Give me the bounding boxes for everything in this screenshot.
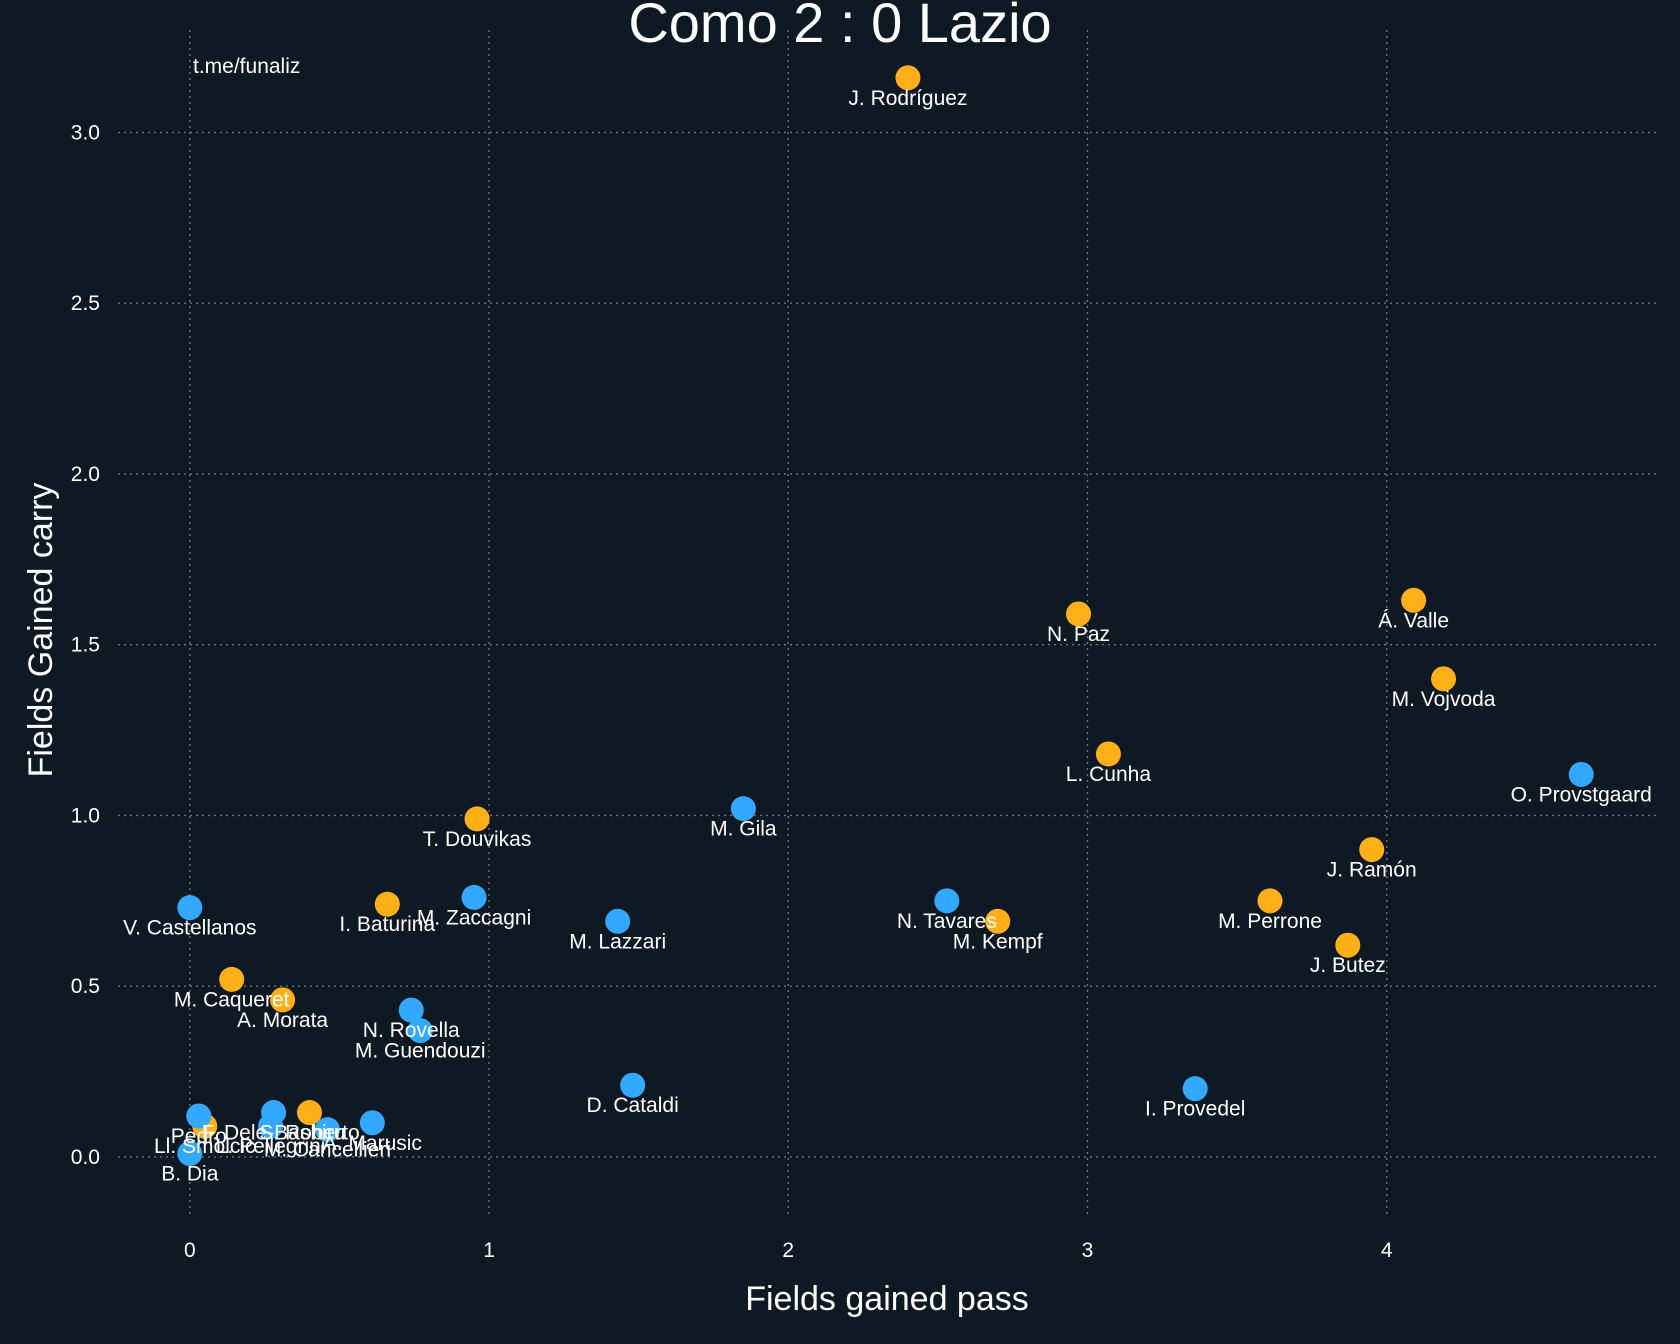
y-tick-label: 3.0 xyxy=(71,121,100,144)
point-label: B. Dia xyxy=(161,1163,219,1186)
point-label: O. Provstgaard xyxy=(1511,783,1652,806)
y-tick-label: 1.5 xyxy=(71,634,100,657)
point-label: M. Perrone xyxy=(1218,910,1322,933)
scatter-point xyxy=(620,1072,646,1098)
point-label: Á. Valle xyxy=(1378,609,1449,632)
scatter-point xyxy=(1335,932,1361,958)
point-label: Ll. Smolcic xyxy=(154,1135,256,1158)
point-label: I. Baturina xyxy=(339,913,435,936)
y-tick-labels: 0.0 0.5 1.0 1.5 2.0 2.5 3.0 xyxy=(71,121,100,1168)
scatter-point xyxy=(314,1117,340,1143)
scatter-point xyxy=(297,1100,323,1126)
point-label: S. Roberto xyxy=(259,1122,359,1145)
point-label: M. Zaccagni xyxy=(417,906,531,929)
y-tick-label: 0.0 xyxy=(71,1146,100,1169)
point-label: N. Tavares xyxy=(897,910,997,933)
scatter-point xyxy=(464,806,490,832)
point-label: J. Rodríguez xyxy=(848,87,967,110)
point-label: L. Cunha xyxy=(1066,763,1152,786)
scatter-point xyxy=(730,796,756,822)
scatter-point xyxy=(177,895,203,921)
point-label: I. Provedel xyxy=(1145,1098,1245,1121)
scatter-point xyxy=(1359,837,1385,863)
x-tick-label: 1 xyxy=(483,1239,495,1262)
point-label: N. Paz xyxy=(1047,623,1110,646)
point-label: V. Castellanos xyxy=(123,917,256,940)
scatter-point xyxy=(219,966,245,992)
scatter-point xyxy=(1182,1076,1208,1102)
point-label: N. Rovella xyxy=(363,1019,460,1042)
watermark-text: t.me/funaliz xyxy=(193,55,300,78)
scatter-point xyxy=(605,908,631,934)
x-axis-label: Fields gained pass xyxy=(745,1280,1029,1318)
scatter-point xyxy=(895,65,921,91)
x-tick-label: 2 xyxy=(782,1239,794,1262)
scatter-point xyxy=(177,1141,203,1167)
scatter-point xyxy=(374,891,400,917)
x-tick-label: 0 xyxy=(184,1239,196,1262)
point-label: M. Gila xyxy=(710,818,777,841)
scatter-point xyxy=(258,1113,284,1139)
scatter-point xyxy=(398,997,424,1023)
scatter-point xyxy=(407,1018,433,1044)
scatter-point xyxy=(461,884,487,910)
scatter-point xyxy=(1401,587,1427,613)
scatter-point xyxy=(270,987,296,1013)
point-label: J. Butez xyxy=(1310,954,1386,977)
chart-title: Como 2 : 0 Lazio xyxy=(628,0,1051,54)
scatter-point xyxy=(1431,666,1457,692)
scatter-point xyxy=(1257,888,1283,914)
point-label: F. Dele-Bashiru xyxy=(202,1122,346,1145)
scatter-point xyxy=(186,1103,212,1129)
grid xyxy=(118,30,1656,1215)
y-tick-label: 2.5 xyxy=(71,292,100,315)
point-label: M. Caqueret xyxy=(174,988,290,1011)
point-label: Pedro xyxy=(171,1125,227,1148)
y-tick-label: 0.5 xyxy=(71,975,100,998)
scatter-point xyxy=(1066,601,1092,627)
point-label: M. Vojvoda xyxy=(1392,688,1496,711)
point-label: J. Ramón xyxy=(1327,859,1417,882)
x-tick-label: 3 xyxy=(1082,1239,1094,1262)
data-points xyxy=(177,65,1594,1167)
point-label: L. Pellegrini xyxy=(216,1135,326,1158)
point-label: A. Marusic xyxy=(323,1132,422,1155)
point-label: A. Morata xyxy=(237,1009,328,1032)
scatter-point xyxy=(934,888,960,914)
x-tick-labels: 0 1 2 3 4 xyxy=(184,1239,1393,1262)
y-tick-label: 2.0 xyxy=(71,463,100,486)
scatter-point xyxy=(1568,761,1594,787)
point-labels: J. Rodríguez N. Paz Á. Valle M. Vojvoda L. C… xyxy=(123,87,1652,1186)
point-label: M. Cancellieri xyxy=(264,1139,391,1162)
point-label: M. Guendouzi xyxy=(355,1040,486,1063)
point-label: T. Douvikas xyxy=(423,828,532,851)
x-tick-label: 4 xyxy=(1381,1239,1393,1262)
point-label: M. Kempf xyxy=(953,930,1043,953)
scatter-point xyxy=(985,908,1011,934)
point-label: M. Lazzari xyxy=(569,930,666,953)
y-tick-label: 1.0 xyxy=(71,804,100,827)
point-label: D. Cataldi xyxy=(587,1094,679,1117)
y-axis-label: Fields Gained carry xyxy=(22,483,60,778)
scatter-point xyxy=(359,1110,385,1136)
scatter-point xyxy=(1095,741,1121,767)
